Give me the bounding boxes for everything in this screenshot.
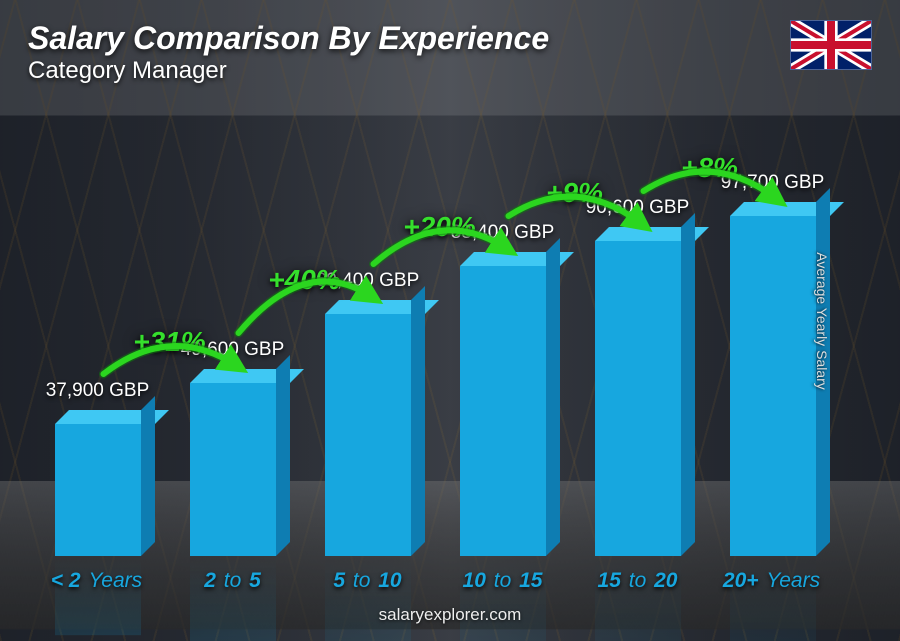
x-axis-label: 10 to 15	[435, 569, 570, 593]
x-axis-label: < 2 Years	[30, 569, 165, 593]
header: Salary Comparison By Experience Category…	[28, 20, 872, 85]
main-title: Salary Comparison By Experience	[28, 20, 549, 57]
x-axis-label: 20+ Years	[705, 569, 840, 593]
bar: 83,400 GBP	[460, 266, 546, 556]
x-axis-label: 2 to 5	[165, 569, 300, 593]
x-axis-label: 5 to 10	[300, 569, 435, 593]
subtitle: Category Manager	[28, 57, 549, 85]
bar-side-face	[141, 396, 155, 556]
infographic-canvas: Salary Comparison By Experience Category…	[0, 0, 900, 641]
increment-percent-label: +8%	[681, 152, 738, 184]
increment-percent-label: +31%	[133, 326, 205, 358]
increment-percent-label: +20%	[403, 211, 475, 243]
bar-slot: 69,400 GBP	[300, 120, 435, 556]
bar-side-face	[546, 238, 560, 556]
bar: 90,600 GBP	[595, 241, 681, 556]
chart-area: 37,900 GBP 49,600 GBP 69,400 GBP 83,400 GBP…	[30, 120, 840, 556]
bar-wrap: 69,400 GBP	[300, 120, 435, 556]
x-axis: < 2 Years2 to 55 to 1010 to 1515 to 2020…	[30, 569, 840, 593]
bar-side-face	[276, 355, 290, 556]
uk-flag-icon	[790, 20, 872, 70]
footer-attribution: salaryexplorer.com	[0, 605, 900, 625]
bar: 49,600 GBP	[190, 383, 276, 556]
y-axis-label: Average Yearly Salary	[813, 252, 829, 390]
title-block: Salary Comparison By Experience Category…	[28, 20, 549, 85]
x-axis-label: 15 to 20	[570, 569, 705, 593]
bar-side-face	[681, 213, 695, 556]
bar-side-face	[411, 286, 425, 556]
bar: 97,700 GBP	[730, 216, 816, 556]
increment-percent-label: +9%	[546, 177, 603, 209]
bar-value-label: 37,900 GBP	[46, 380, 150, 402]
bar: 37,900 GBP	[55, 424, 141, 556]
bar: 69,400 GBP	[325, 314, 411, 556]
increment-percent-label: +40%	[268, 264, 340, 296]
